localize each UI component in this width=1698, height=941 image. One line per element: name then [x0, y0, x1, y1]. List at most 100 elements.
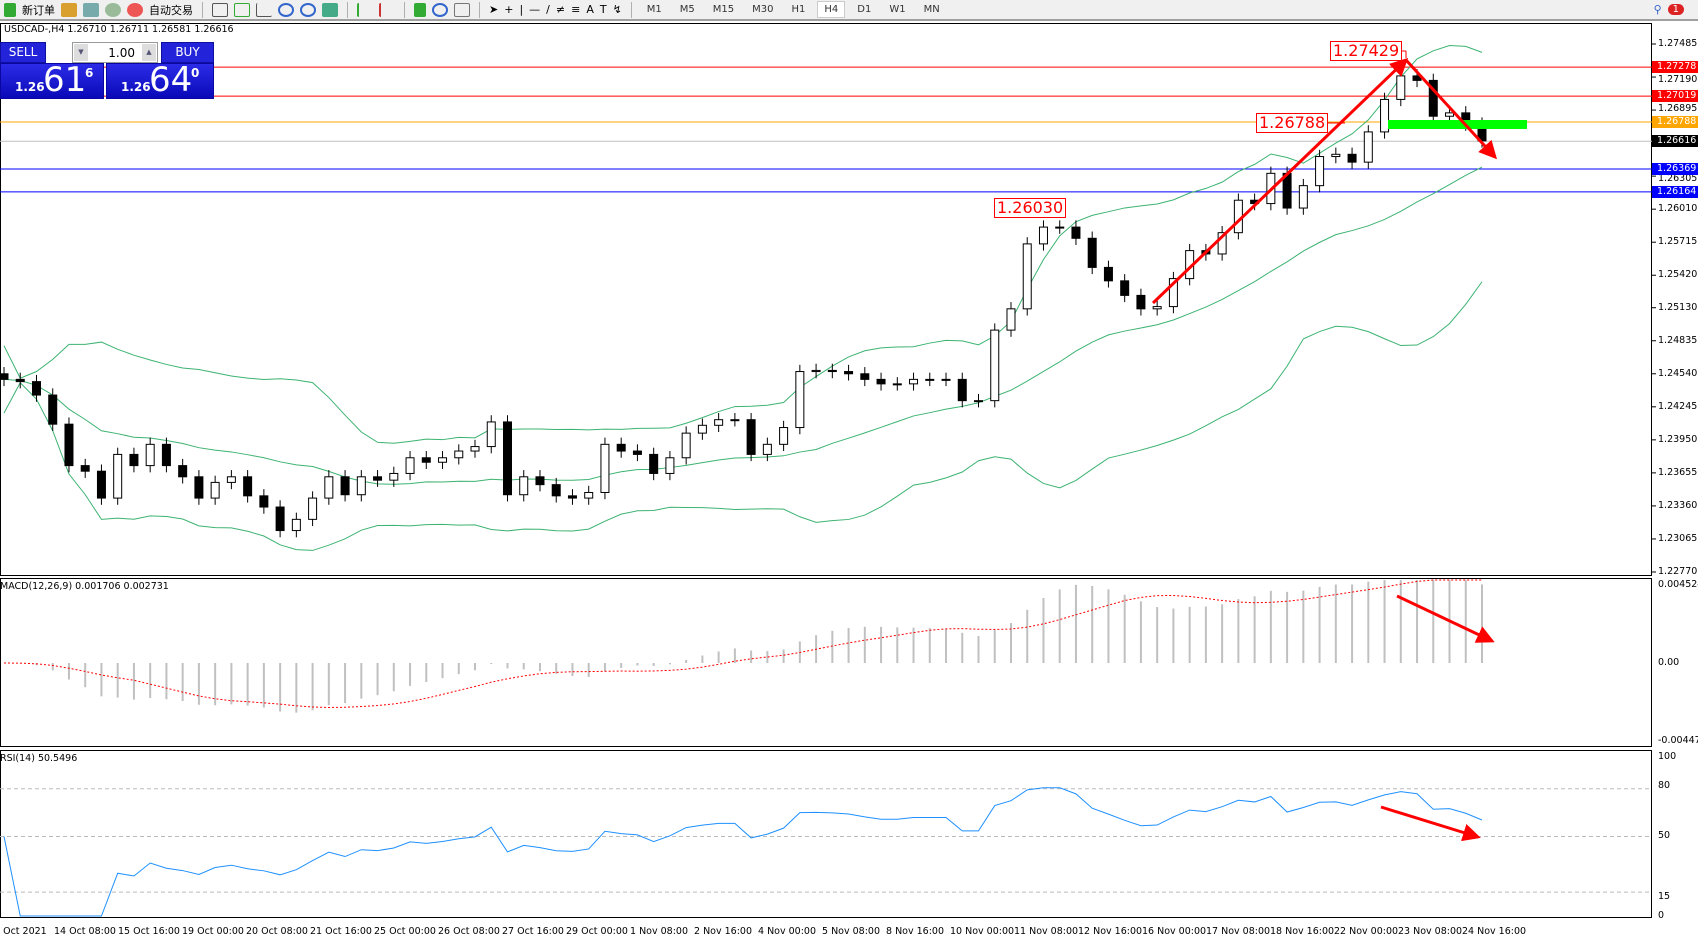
- downtrend-arrow: [1404, 58, 1498, 160]
- arrows-icon[interactable]: ↯: [612, 3, 622, 16]
- line-chart-icon[interactable]: [256, 2, 272, 17]
- candle-up: [486, 421, 496, 448]
- navigator-icon[interactable]: [83, 2, 99, 17]
- templates-icon[interactable]: [454, 2, 470, 17]
- sell-button[interactable]: SELL: [0, 42, 46, 63]
- candle-down: [1136, 294, 1146, 310]
- timeframe-h1[interactable]: H1: [791, 4, 806, 15]
- candle-down: [876, 378, 886, 385]
- annotation-low: 1.26030: [994, 198, 1067, 218]
- candle-up: [1380, 98, 1390, 133]
- signal-icon[interactable]: [105, 2, 121, 17]
- rsi-axis-100: 100: [1658, 751, 1677, 762]
- candle-down: [1347, 153, 1357, 163]
- timeframe-m30[interactable]: M30: [752, 4, 774, 15]
- sell-price-fraction: 6: [85, 66, 94, 80]
- lot-decrease-arrow-icon[interactable]: ▼: [74, 44, 88, 61]
- candlestick-icon[interactable]: [234, 2, 250, 17]
- time-axis-label: 11 Nov 08:00: [1014, 926, 1079, 937]
- text-icon[interactable]: A: [586, 3, 594, 16]
- candle-up: [438, 457, 448, 463]
- time-axis-label: 13 Oct 2021: [0, 926, 47, 937]
- candle-up: [519, 476, 529, 496]
- price-axis-label: 1.24835: [1658, 334, 1698, 346]
- time-axis-label: 23 Nov 08:00: [1398, 926, 1463, 937]
- vertical-line-icon[interactable]: |: [519, 3, 524, 16]
- candle-up: [811, 369, 821, 373]
- candle-up: [1022, 243, 1032, 310]
- trendline-icon[interactable]: /: [546, 3, 550, 16]
- channel-icon[interactable]: ≠: [555, 3, 566, 16]
- candle-up: [1006, 308, 1016, 331]
- candle-down: [243, 476, 253, 497]
- candle-down: [632, 450, 642, 455]
- buy-price-pips: 64: [149, 60, 193, 100]
- timeframe-m15[interactable]: M15: [712, 4, 735, 15]
- rsi-axis-50: 50: [1658, 830, 1671, 841]
- bollinger-upper: [3, 45, 1483, 444]
- market-watch-icon[interactable]: [61, 2, 77, 17]
- timeframe-m1[interactable]: M1: [646, 4, 662, 15]
- time-axis-label: 21 Oct 16:00: [310, 926, 372, 937]
- lot-size-input[interactable]: 1.00 ▼ ▲: [72, 42, 158, 63]
- timeframe-d1[interactable]: D1: [857, 4, 872, 15]
- macd-axis-zero: 0.00: [1658, 657, 1680, 668]
- price-tag-orange_level: 1.26788: [1652, 116, 1698, 129]
- buy-button[interactable]: BUY: [161, 42, 214, 63]
- candle-down: [551, 484, 561, 497]
- sell-price-pips: 61: [43, 60, 87, 100]
- sell-price[interactable]: 1.26 61 6: [0, 60, 104, 100]
- text-label-icon[interactable]: T: [599, 3, 607, 16]
- buy-price[interactable]: 1.26 64 0: [106, 60, 214, 100]
- candle-up: [584, 491, 594, 499]
- price-axis-label: 1.23360: [1658, 499, 1698, 511]
- time-axis-label: 1 Nov 08:00: [630, 926, 689, 937]
- candle-up: [226, 476, 236, 483]
- indicators-icon[interactable]: [414, 2, 426, 17]
- time-axis-label: 27 Oct 16:00: [502, 926, 564, 937]
- horizontal-line-icon[interactable]: —: [529, 3, 541, 16]
- candle-up: [762, 443, 772, 455]
- price-axis-label: 1.26010: [1658, 203, 1698, 215]
- macd-label: MACD(12,26,9) 0.001706 0.002731: [0, 581, 169, 592]
- candle-down: [64, 423, 74, 467]
- timeframe-h4[interactable]: H4: [817, 1, 846, 18]
- timeframe-m5[interactable]: M5: [679, 4, 695, 15]
- new-order-button[interactable]: 新订单: [22, 3, 55, 17]
- price-axis-label: 1.23950: [1658, 433, 1698, 445]
- price-axis-label: 1.23065: [1658, 532, 1698, 544]
- tile-windows-icon[interactable]: [322, 2, 338, 17]
- zoom-in-icon[interactable]: [278, 2, 294, 17]
- candle-down: [31, 381, 41, 396]
- fibonacci-icon[interactable]: ≡: [571, 3, 581, 16]
- annotation-peak: 1.27429: [1330, 41, 1403, 61]
- candle-up: [1396, 75, 1406, 100]
- candle-down: [340, 476, 350, 496]
- candle-down: [129, 453, 139, 467]
- separator: [347, 1, 348, 18]
- candle-up: [1152, 306, 1162, 310]
- search-icon[interactable]: ⚲: [1653, 3, 1662, 16]
- new-order-icon[interactable]: [4, 2, 16, 17]
- price-axis-label: 1.27190: [1658, 74, 1698, 86]
- main-pane-frame: [0, 23, 1652, 576]
- timeframe-w1[interactable]: W1: [889, 4, 906, 15]
- auto-trading-button[interactable]: 自动交易: [149, 3, 193, 17]
- crosshair-icon[interactable]: +: [504, 3, 514, 16]
- bar-chart-icon[interactable]: [212, 2, 228, 17]
- candle-up: [714, 419, 724, 426]
- timeframe-mn[interactable]: MN: [923, 4, 940, 15]
- zoom-out-icon[interactable]: [300, 2, 316, 17]
- notification-badge[interactable]: 1: [1667, 4, 1684, 15]
- cursor-icon[interactable]: ➤: [489, 3, 499, 16]
- auto-trading-icon[interactable]: [127, 2, 143, 17]
- autoscroll-icon[interactable]: [357, 2, 373, 17]
- chart-shift-icon[interactable]: [379, 2, 395, 17]
- price-tag-resistance: 1.27278: [1652, 61, 1698, 74]
- periods-clock-icon[interactable]: [432, 2, 448, 17]
- one-click-trading-panel: SELL 1.00 ▼ ▲ BUY 1.26 61 6 1.26 64 0: [0, 42, 215, 100]
- lot-increase-arrow-icon[interactable]: ▲: [142, 44, 156, 61]
- time-axis-label: 15 Oct 16:00: [118, 926, 180, 937]
- candle-down: [178, 465, 188, 478]
